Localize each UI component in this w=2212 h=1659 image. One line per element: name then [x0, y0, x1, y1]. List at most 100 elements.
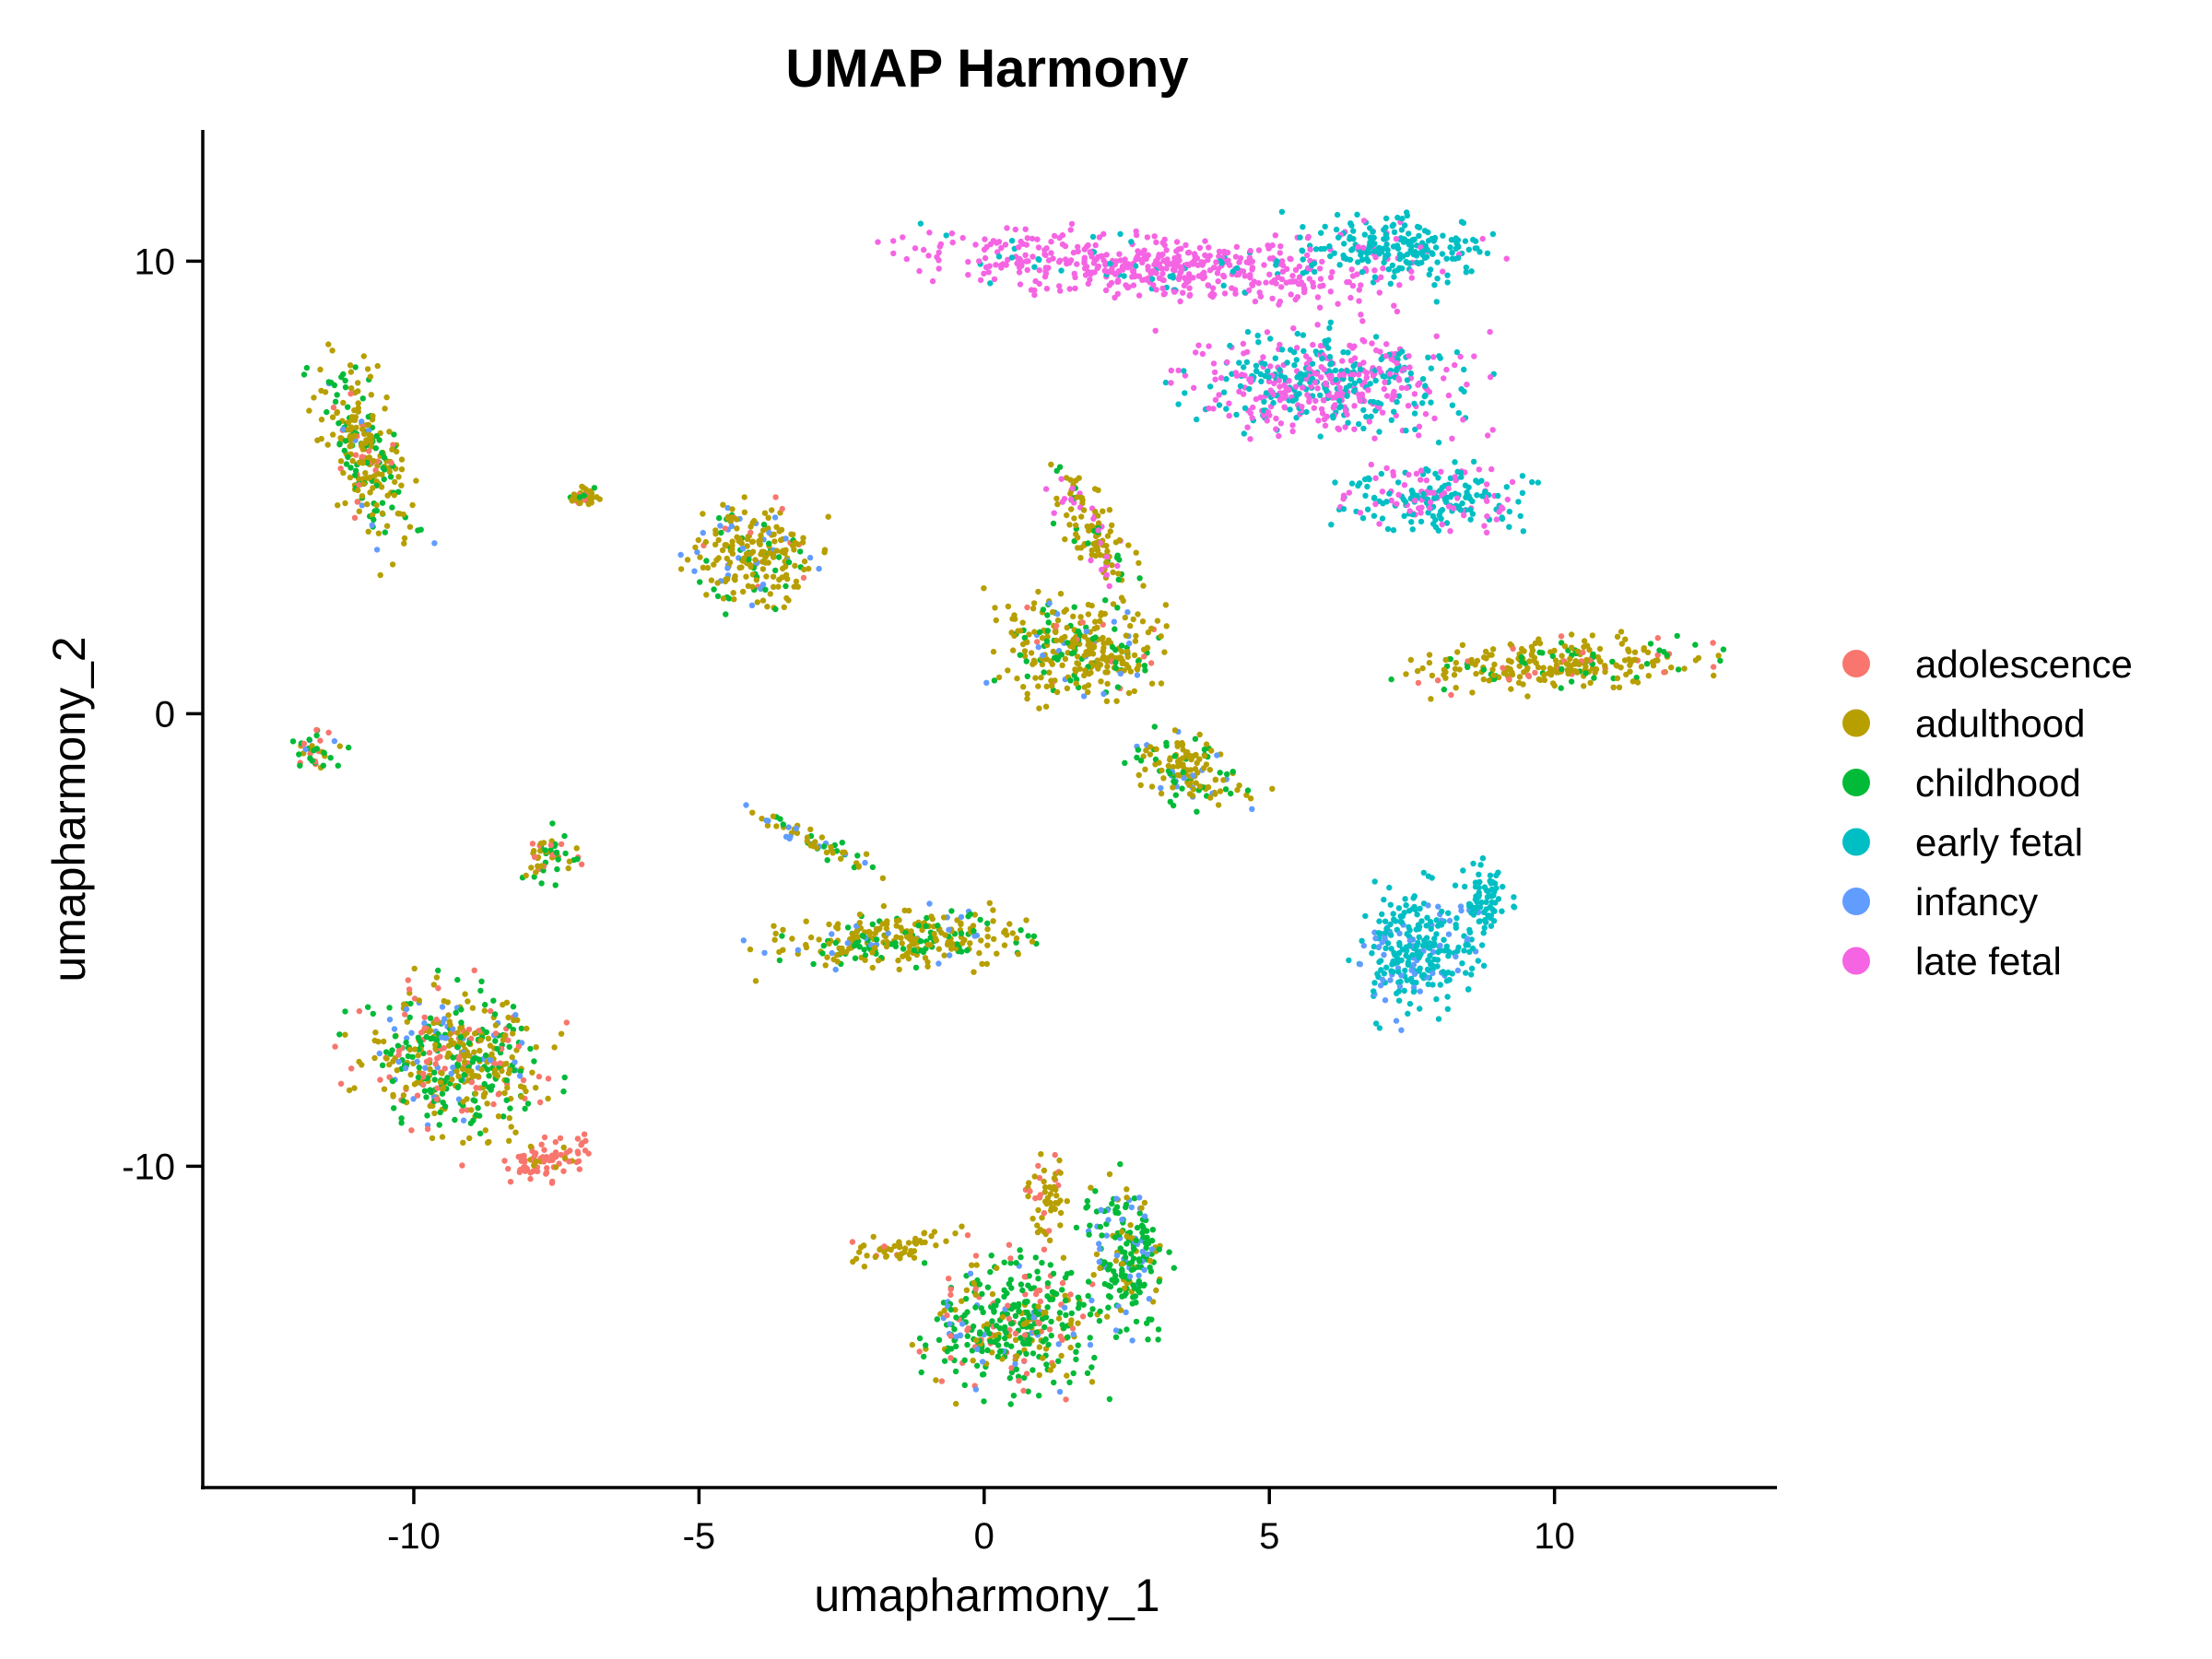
- data-point: [1289, 397, 1297, 405]
- data-point: [810, 960, 817, 968]
- data-point: [327, 755, 334, 761]
- data-point: [408, 1030, 415, 1036]
- data-point: [1613, 662, 1619, 668]
- data-point: [1372, 377, 1379, 384]
- data-point: [1398, 227, 1406, 233]
- data-point: [1347, 376, 1355, 382]
- data-point: [1479, 235, 1486, 242]
- data-point: [1404, 384, 1410, 392]
- data-point: [1434, 677, 1441, 684]
- data-point: [483, 1029, 489, 1036]
- data-point: [801, 558, 808, 565]
- data-point: [999, 1313, 1006, 1321]
- data-point: [1276, 432, 1282, 440]
- data-point: [428, 1088, 434, 1096]
- data-point: [1023, 917, 1030, 924]
- data-point: [351, 432, 358, 439]
- data-point: [934, 1316, 940, 1323]
- data-point: [367, 489, 373, 496]
- data-point: [1327, 319, 1335, 325]
- data-point: [1312, 246, 1320, 253]
- data-point: [1357, 366, 1364, 372]
- data-point: [1299, 384, 1306, 391]
- data-point: [1405, 1010, 1411, 1018]
- data-point: [1479, 855, 1487, 862]
- data-point: [506, 1114, 512, 1122]
- data-point: [1051, 1379, 1057, 1386]
- data-point: [1114, 276, 1122, 284]
- data-point: [1001, 942, 1008, 948]
- data-point: [1135, 1287, 1142, 1294]
- data-point: [482, 1001, 488, 1008]
- data-point: [342, 438, 349, 444]
- data-point: [1359, 391, 1366, 397]
- data-point: [1123, 632, 1130, 639]
- data-point: [1453, 915, 1460, 922]
- data-point: [839, 949, 845, 957]
- data-point: [330, 404, 337, 411]
- data-point: [1452, 361, 1458, 369]
- data-point: [852, 955, 859, 961]
- data-point: [1371, 435, 1378, 441]
- data-point: [1675, 666, 1682, 673]
- data-point: [356, 508, 362, 514]
- data-point: [375, 1039, 382, 1045]
- data-point: [1294, 330, 1301, 337]
- data-point: [1257, 371, 1265, 378]
- data-point: [1090, 643, 1098, 651]
- data-point: [1252, 298, 1259, 305]
- data-point: [1418, 510, 1424, 516]
- data-point: [1134, 672, 1141, 678]
- data-point: [558, 1030, 565, 1037]
- data-point: [1435, 948, 1441, 956]
- data-point: [1387, 280, 1394, 287]
- data-point: [498, 1045, 505, 1053]
- data-point: [1271, 380, 1277, 387]
- data-point: [1201, 747, 1208, 753]
- data-point: [503, 1097, 510, 1103]
- data-point: [1008, 1320, 1016, 1327]
- data-point: [1159, 265, 1165, 272]
- data-point: [1462, 482, 1469, 488]
- data-point: [1128, 1251, 1135, 1257]
- data-point: [834, 925, 841, 932]
- data-point: [873, 936, 880, 943]
- data-point: [824, 954, 830, 960]
- data-point: [1122, 614, 1129, 621]
- data-point: [917, 938, 924, 945]
- data-point: [872, 930, 878, 936]
- data-point: [1429, 250, 1435, 256]
- data-point: [800, 535, 806, 541]
- data-point: [1190, 275, 1196, 281]
- data-point: [433, 1017, 440, 1023]
- data-point: [1488, 652, 1495, 658]
- data-point: [289, 738, 297, 745]
- data-point: [541, 1147, 547, 1153]
- data-point: [1286, 377, 1292, 384]
- data-point: [1011, 632, 1018, 639]
- data-point: [1036, 705, 1042, 712]
- data-point: [1094, 544, 1100, 551]
- data-point: [434, 1085, 441, 1091]
- data-point: [1040, 653, 1046, 659]
- data-point: [1246, 287, 1253, 294]
- data-point: [442, 1035, 450, 1041]
- data-point: [1474, 657, 1481, 665]
- data-point: [470, 1097, 477, 1103]
- data-point: [371, 1054, 378, 1062]
- data-point: [432, 1061, 439, 1067]
- data-point: [1305, 233, 1312, 241]
- data-point: [1224, 359, 1230, 366]
- data-point: [1004, 1341, 1010, 1347]
- data-point: [892, 939, 899, 947]
- data-point: [1281, 404, 1288, 410]
- data-point: [1070, 1331, 1077, 1337]
- data-point: [1088, 1184, 1094, 1191]
- data-point: [352, 414, 359, 420]
- data-point: [1541, 672, 1547, 678]
- data-point: [1410, 961, 1418, 968]
- data-point: [1359, 515, 1367, 522]
- data-point: [1101, 610, 1109, 618]
- data-point: [1418, 467, 1425, 474]
- data-point: [724, 565, 731, 571]
